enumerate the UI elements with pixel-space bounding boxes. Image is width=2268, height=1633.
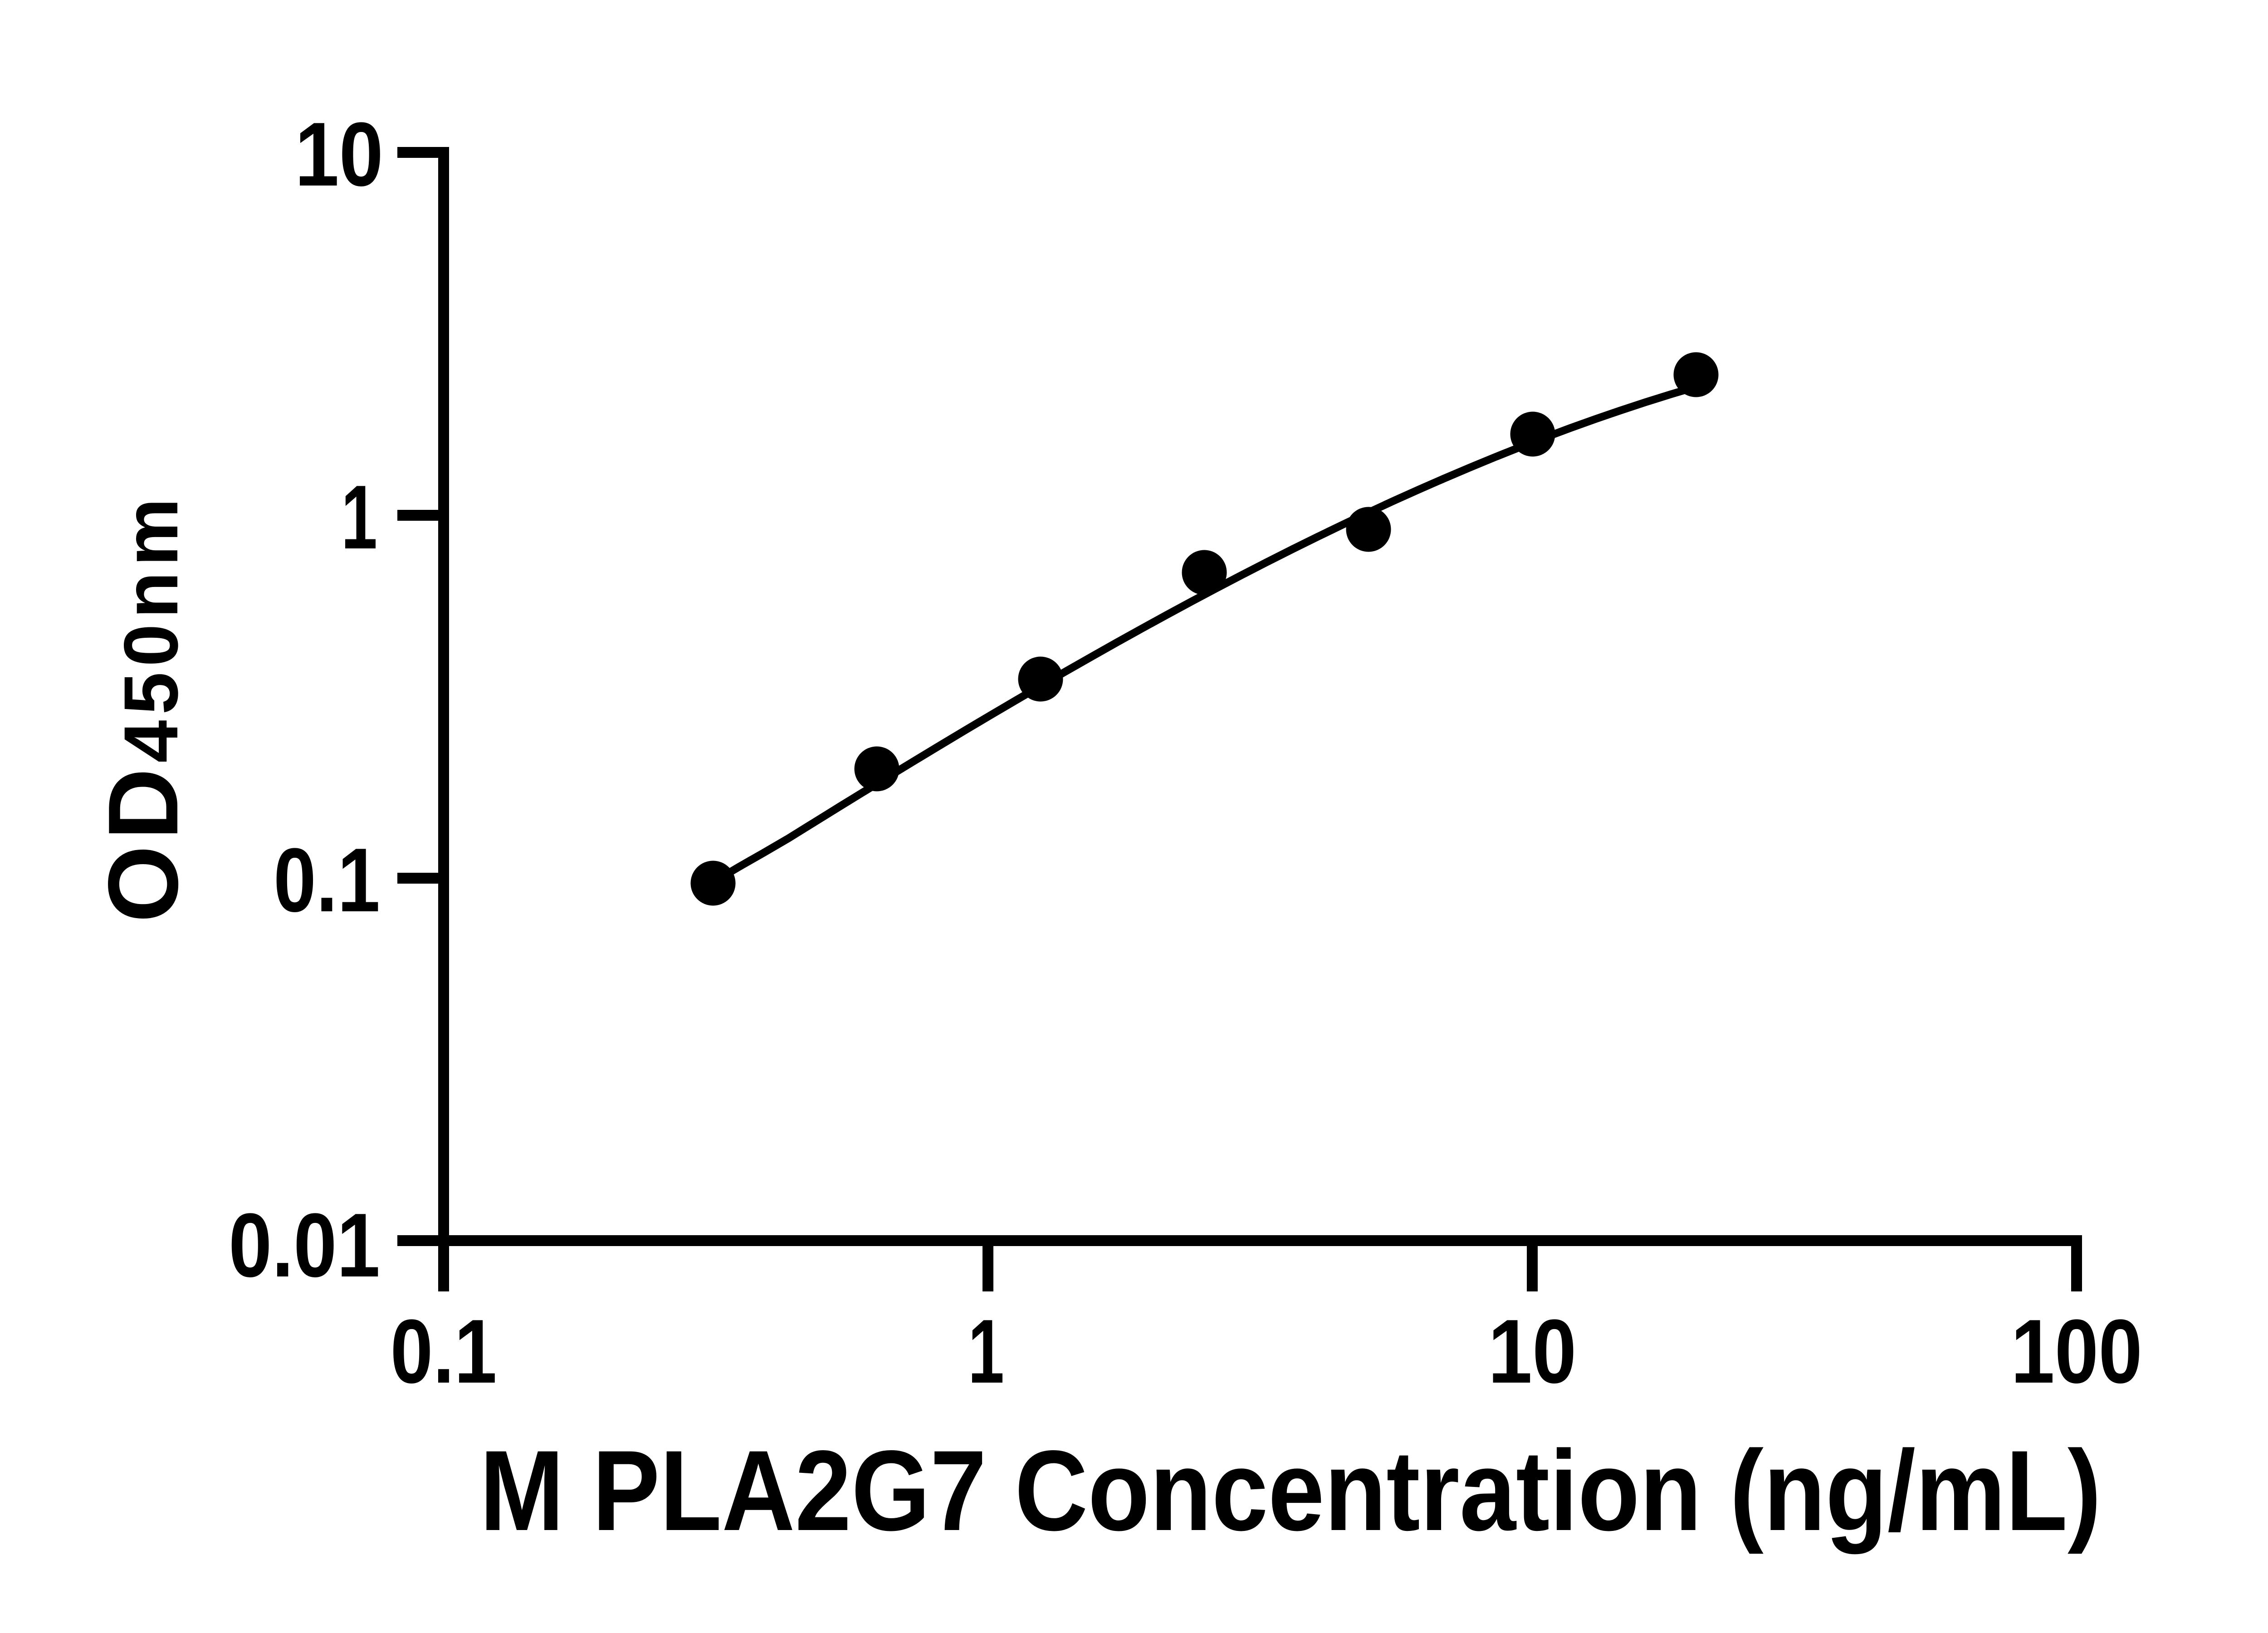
svg-text:0.1: 0.1	[391, 1301, 497, 1402]
svg-text:OD450nm: OD450nm	[88, 493, 199, 923]
svg-text:M PLA2G7 Concentration (ng/mL): M PLA2G7 Concentration (ng/mL)	[480, 1427, 2102, 1555]
svg-text:10: 10	[295, 104, 383, 205]
svg-text:1: 1	[968, 1301, 1004, 1402]
svg-text:0.01: 0.01	[229, 1195, 380, 1296]
svg-text:0.1: 0.1	[274, 830, 380, 931]
svg-text:10: 10	[1488, 1301, 1577, 1402]
svg-text:1: 1	[341, 467, 377, 568]
svg-text:100: 100	[2011, 1301, 2142, 1402]
